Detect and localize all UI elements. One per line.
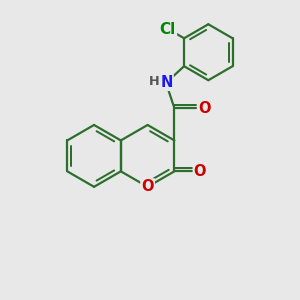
Text: O: O bbox=[141, 179, 154, 194]
Text: O: O bbox=[199, 100, 211, 116]
Text: Cl: Cl bbox=[160, 22, 176, 37]
Text: H: H bbox=[149, 75, 159, 88]
Text: O: O bbox=[194, 164, 206, 179]
Text: N: N bbox=[160, 75, 172, 90]
